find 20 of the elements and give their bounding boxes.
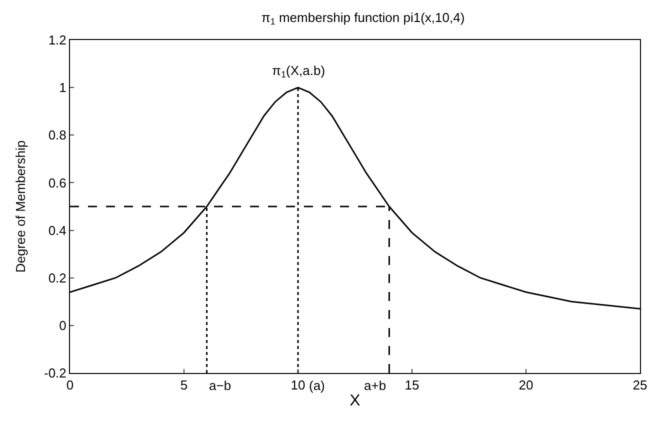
annotation: (a) bbox=[309, 378, 325, 393]
x-tick-label: 10 bbox=[290, 378, 306, 393]
y-tick-label: 0.2 bbox=[48, 270, 66, 286]
x-tick-label: 5 bbox=[180, 378, 188, 393]
annotation: π$_{1}$(X,a.b) bbox=[272, 63, 326, 80]
y-axis-title: Degree of Membership bbox=[12, 140, 28, 273]
annotation: a−b bbox=[209, 378, 232, 393]
y-tick-label: 0.6 bbox=[48, 175, 66, 190]
chart-title: π$_{1}$ membership function pi1(x,10,4) bbox=[261, 10, 465, 27]
y-tick-label: 0.8 bbox=[48, 128, 66, 143]
x-axis-title: X bbox=[350, 392, 361, 410]
x-tick-label: 15 bbox=[404, 378, 420, 393]
y-tick-label: 0 bbox=[59, 318, 66, 333]
x-tick-label: 20 bbox=[518, 378, 534, 393]
x-tick-label: 25 bbox=[632, 378, 648, 393]
y-tick-label: -0.2 bbox=[44, 366, 66, 381]
annotation: a+b bbox=[364, 378, 386, 393]
y-tick-label: 1 bbox=[59, 80, 66, 96]
y-tick-label: 0.4 bbox=[48, 222, 66, 238]
y-tick-label: 1.2 bbox=[48, 32, 66, 48]
